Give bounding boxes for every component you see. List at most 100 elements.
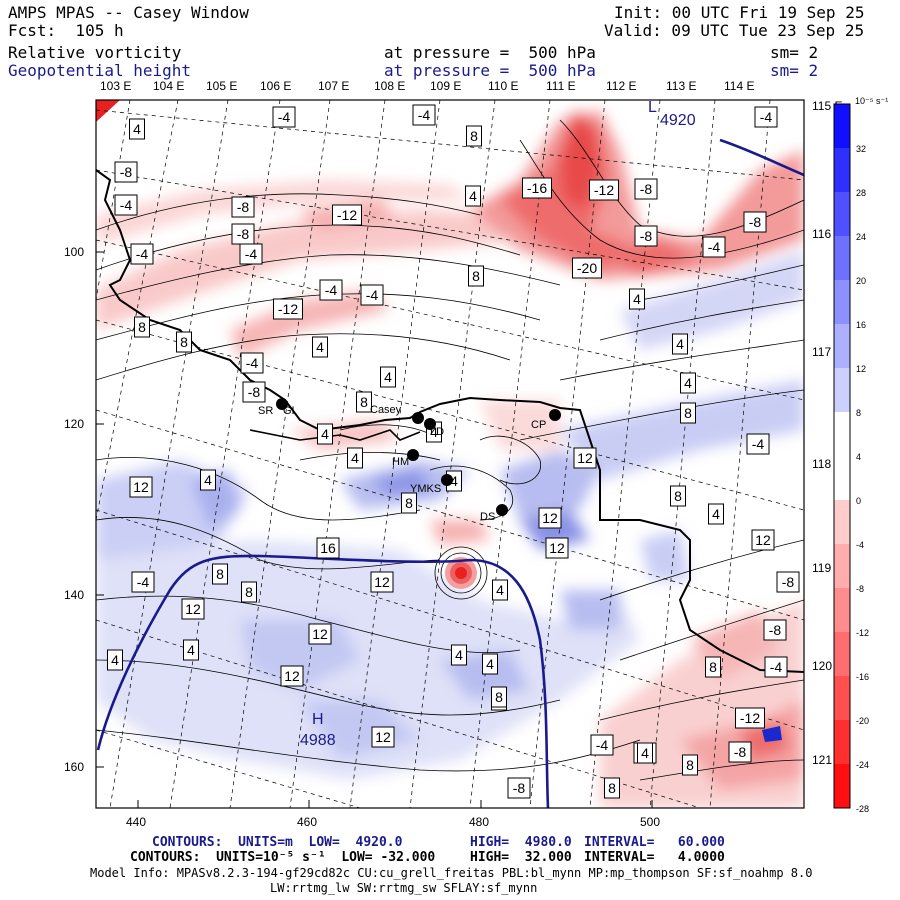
contour-label-box [308,623,332,645]
contour-label: -8 [640,181,653,197]
y-tick-140: 140 [64,588,84,602]
contour-label-box [708,503,724,525]
colorbar-bin [834,412,850,456]
contour-label-box [702,236,726,258]
colorbar-label: -24 [856,760,869,770]
contour-label: 8 [472,268,480,284]
contour-label: 4 [111,652,119,668]
contour-label: -4 [278,109,291,125]
init-time: Init: 00 UTC Fri 19 Sep 25 [614,3,865,22]
low-marker: L [648,99,657,116]
lon-105: 105 E [206,79,237,93]
station-dot-casey[interactable] [412,412,424,424]
footer-vort-interval: INTERVAL= 4.0000 [584,850,725,865]
colorbar-bin [834,368,850,412]
colorbar-label: 20 [856,276,866,286]
x-tick-500: 500 [640,815,660,829]
station-label-ymks: YMKS [410,483,441,495]
contour-label: -8 [734,744,747,760]
contour-label: -4 [596,737,609,753]
contour-label: -4 [246,355,259,371]
ice-shelf-edge [249,429,421,441]
contour-label: -8 [513,780,526,796]
contour-label-box [240,352,264,374]
colorbar-label: 28 [856,188,866,198]
contour-label: -8 [237,199,250,215]
contour-labels: 4 -4 -4 8 -8 -4 -8 4 -8 -12 8 -4 -4 -16 -12 -8 -8 -4 -8 -4 -… [107,104,800,799]
low-value: 4920 [660,112,696,129]
contour-label-box [572,257,602,279]
contour-label-box [754,106,778,128]
contour-label: -8 [769,622,782,638]
contour-label-box [114,161,138,183]
contour-label: 16 [320,540,336,556]
footer-height-high: HIGH= 4980.0 [470,835,572,850]
x-axis: 440 460 480 500 [126,800,660,829]
colorbar-bin [834,192,850,236]
station-dot-ds[interactable] [496,504,508,516]
lon-111: 111 E [546,79,576,93]
contour-label: 8 [495,689,503,705]
contour-label-box [370,571,394,593]
contour-label: 4 [641,745,649,761]
footer-physics-info: LW:rrtmg_lw SW:rrtmg_sw SFLAY:sf_mynn [270,881,538,895]
contour-label-box [319,279,343,301]
contour-label-box [272,106,296,128]
contour-label: 4 [187,642,195,658]
station-dot-ld[interactable] [424,418,436,430]
contour-label: 12 [549,540,565,556]
contour-label-box [491,686,507,708]
contour-label: 4 [486,656,494,672]
contour-label: 4 [469,188,477,204]
contour-label-box [573,447,597,469]
station-dot-ymks[interactable] [441,474,453,486]
contour-label: 12 [542,510,558,526]
station-label-hm: HM [392,456,409,468]
coastline [96,169,804,673]
contour-label: 4 [204,472,212,488]
contour-label-box [482,653,498,675]
contour-label: -12 [337,207,357,223]
contour-label-box [492,579,508,601]
contour-label-box [776,571,800,593]
contour-label: 4 [450,473,458,489]
high-value: 4988 [300,732,336,749]
contour-label: 8 [684,405,692,421]
field-1-name: Relative vorticity [8,43,182,62]
lon-110: 110 E [488,79,518,93]
station-dot-sr[interactable] [276,398,288,410]
contour-label-box [114,194,138,216]
station-label-ds: DS [480,511,495,523]
colorbar-label: -8 [856,584,864,594]
contour-label: -8 [749,214,762,230]
contour-label-box [604,777,620,799]
y-tick-100: 100 [64,245,84,259]
contour-label: 4 [633,291,641,307]
contour-label-box [134,316,150,338]
contour-label: -12 [594,182,614,198]
colorbar-bin [834,588,850,632]
footer-vort-contours: CONTOURS: UNITS=10⁻⁵ s⁻¹ LOW= -32.000 [130,850,436,865]
colorbar-label: 16 [856,320,866,330]
vorticity-shading [96,110,804,808]
contour-label-box [312,336,328,358]
station-label-casey: Casey [370,404,402,416]
contour-label-box [589,179,619,201]
colorbar-label: -16 [856,672,869,682]
contour-label-box [763,619,787,641]
field-2-name: Geopotential height [8,61,192,80]
colorbar-bin [834,720,850,764]
contour-label-box [273,298,303,320]
contour-label-box [468,265,484,287]
contour-label-box [634,178,658,200]
colorbar-bin [834,500,850,544]
contour-label: -4 [418,107,431,123]
station-dot-hm[interactable] [407,449,419,461]
station-dot-cp[interactable] [549,409,561,421]
contour-label: 12 [284,668,300,684]
colorbar-label: -4 [856,540,864,550]
colorbar-bin [834,280,850,324]
contour-label: -4 [770,659,783,675]
contour-label: -4 [120,197,133,213]
contour-label: -8 [248,384,261,400]
